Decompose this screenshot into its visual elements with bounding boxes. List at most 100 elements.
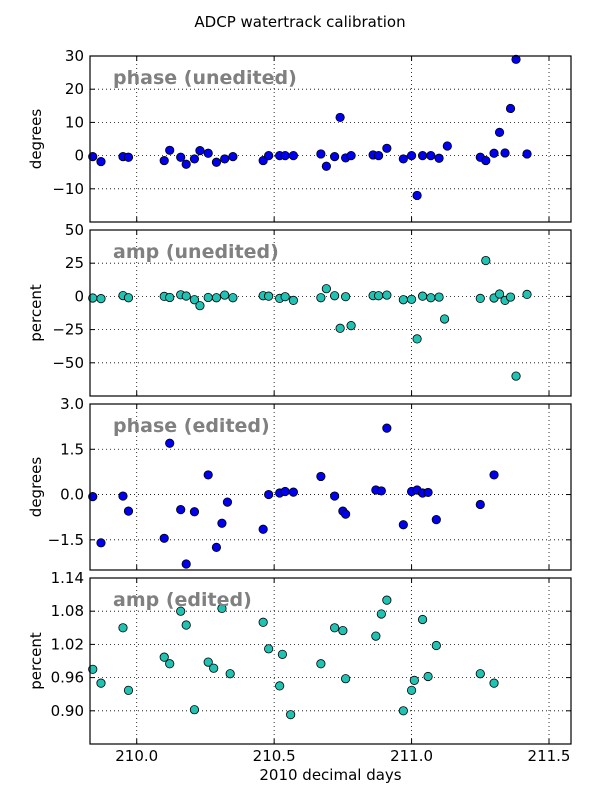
panel-title: amp (unedited) [113, 241, 279, 263]
data-point [376, 486, 386, 496]
data-point [165, 292, 175, 303]
data-point [511, 54, 521, 64]
data-point [505, 292, 516, 302]
y-tick-label: 1.02 [51, 635, 84, 653]
data-point [406, 685, 417, 695]
data-point [189, 507, 200, 517]
data-point [376, 609, 386, 619]
data-point [203, 657, 213, 667]
data-point [217, 603, 227, 614]
y-tick-label: 0.0 [60, 486, 84, 504]
data-point [522, 289, 532, 300]
data-point [220, 290, 230, 300]
y-axis-label: percent [27, 632, 45, 690]
data-point [165, 438, 175, 448]
data-point [417, 151, 428, 161]
data-point [341, 292, 351, 302]
data-point [426, 151, 436, 161]
plot-background [90, 404, 571, 570]
data-point [288, 151, 298, 161]
data-point [181, 559, 191, 569]
data-point [475, 669, 485, 679]
data-point [373, 151, 384, 161]
data-point [222, 497, 233, 507]
data-point [398, 520, 408, 530]
data-point [489, 470, 499, 480]
data-point [118, 491, 128, 501]
data-point [288, 295, 298, 305]
y-tick-label: 25 [65, 254, 84, 272]
data-point [335, 323, 345, 333]
data-point [176, 606, 186, 616]
data-point [330, 151, 340, 162]
x-tick-label: 211.5 [528, 747, 571, 765]
data-point [275, 681, 285, 691]
data-point [258, 617, 268, 627]
data-point [165, 145, 175, 155]
data-point [434, 153, 444, 163]
y-tick-label: 3.0 [60, 395, 84, 413]
y-tick-label: 1.14 [51, 569, 84, 587]
data-point [203, 148, 213, 158]
data-point [423, 671, 433, 682]
data-point [398, 154, 408, 164]
x-tick-label: 211.0 [390, 747, 433, 765]
data-point [181, 291, 191, 301]
data-point [423, 487, 433, 498]
y-tick-label: 1.5 [60, 440, 84, 458]
data-point [189, 295, 200, 305]
y-tick-label: 10 [65, 113, 84, 131]
data-point [338, 625, 348, 636]
panel-1: −10 0 10 20 30 degrees phase (unedited) [27, 47, 572, 223]
plot-frame [89, 577, 572, 745]
plot-frame [89, 403, 572, 571]
data-point [176, 505, 186, 515]
data-point [195, 146, 205, 156]
data-point [341, 509, 351, 519]
data-point [522, 149, 532, 159]
data-point [382, 595, 392, 605]
y-tick-label: 50 [65, 221, 84, 239]
x-axis-label: 2010 decimal days [259, 766, 401, 784]
data-point [203, 470, 213, 480]
data-point [118, 623, 128, 633]
panels: −10 0 10 20 30 degrees phase (unedited) −50 −25 0… [27, 47, 572, 784]
data-point [258, 524, 268, 534]
data-point [316, 471, 326, 482]
data-point [264, 489, 274, 500]
data-point [431, 640, 441, 651]
data-point [159, 652, 169, 662]
figure-title: ADCP watertrack calibration [194, 13, 405, 31]
data-point [195, 301, 205, 311]
data-point [181, 159, 191, 169]
y-tick-label: −25 [52, 321, 84, 339]
data-point [176, 152, 186, 162]
data-point [406, 151, 417, 161]
data-point [426, 293, 436, 303]
panel-title: amp (edited) [113, 589, 252, 611]
data-point [434, 292, 444, 302]
plot-background [90, 230, 571, 396]
data-point [475, 499, 485, 510]
y-tick-label: 0.90 [51, 702, 84, 720]
y-tick-label: 30 [65, 47, 84, 65]
data-point [96, 294, 106, 304]
data-point [181, 620, 191, 630]
data-point [481, 255, 491, 266]
data-point [316, 659, 326, 669]
data-point [406, 294, 417, 304]
data-point [286, 710, 296, 720]
data-point [220, 154, 230, 164]
data-point [280, 486, 290, 497]
data-point [209, 663, 219, 673]
data-point [123, 685, 134, 695]
data-point [412, 190, 422, 201]
y-tick-label: −10 [52, 180, 84, 198]
data-point [330, 491, 340, 501]
data-point [382, 143, 392, 153]
data-point [264, 151, 274, 161]
data-point [475, 293, 485, 303]
data-point [96, 678, 106, 688]
data-point [398, 706, 408, 716]
